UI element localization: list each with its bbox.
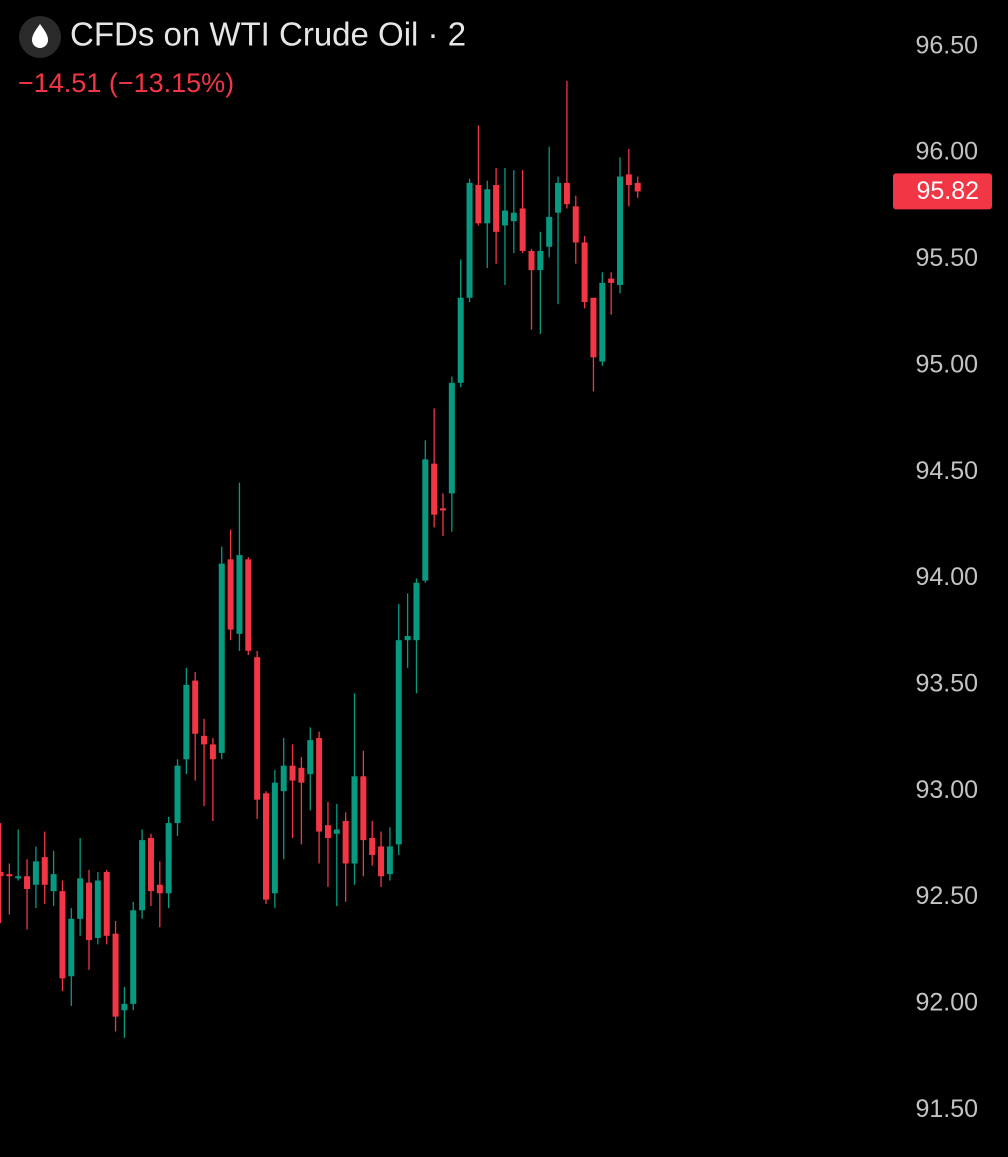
candle-body bbox=[32, 861, 39, 885]
y-tick-label: 94.00 bbox=[915, 563, 978, 591]
candle-body bbox=[103, 872, 110, 936]
candle-body bbox=[581, 242, 588, 303]
candle-body bbox=[537, 250, 544, 271]
candle-body bbox=[413, 582, 420, 641]
candle-body bbox=[324, 825, 331, 838]
candle-body bbox=[510, 212, 517, 222]
candle-body bbox=[448, 382, 455, 494]
candle-body bbox=[24, 876, 31, 890]
candle-body bbox=[475, 185, 482, 224]
candle-body bbox=[298, 767, 305, 783]
price-change: −14.51 (−13.15%) bbox=[18, 68, 234, 98]
candle-body bbox=[112, 933, 119, 1017]
candle-body bbox=[457, 297, 464, 383]
oil-drop-icon bbox=[32, 24, 48, 48]
y-tick-label: 92.50 bbox=[915, 882, 978, 910]
candle-body bbox=[50, 874, 57, 892]
y-tick-label: 95.00 bbox=[915, 350, 978, 378]
last-price-label: 95.82 bbox=[916, 177, 979, 205]
y-tick-label: 91.50 bbox=[915, 1095, 978, 1123]
chart-title: CFDs on WTI Crude Oil · 2 bbox=[70, 16, 466, 53]
candle-body bbox=[501, 210, 508, 226]
candle-body bbox=[139, 840, 146, 911]
candle-body bbox=[572, 206, 579, 243]
candle-body bbox=[59, 891, 66, 979]
candle-body bbox=[546, 216, 553, 247]
candle-body bbox=[590, 297, 597, 358]
candle-body bbox=[236, 555, 243, 634]
candle-body bbox=[245, 559, 252, 651]
candle-body bbox=[165, 823, 172, 894]
candle-body bbox=[342, 820, 349, 864]
candle-body bbox=[192, 680, 199, 734]
candle-body bbox=[555, 182, 562, 213]
candle-body bbox=[77, 878, 84, 919]
candle-body bbox=[183, 684, 190, 760]
candle-body bbox=[201, 735, 208, 745]
candle-body bbox=[218, 563, 225, 753]
candle-body bbox=[15, 876, 22, 879]
y-tick-label: 92.00 bbox=[915, 988, 978, 1016]
candle-body bbox=[431, 463, 438, 515]
y-tick-label: 96.00 bbox=[915, 138, 978, 166]
candle-body bbox=[271, 782, 278, 894]
candle-body bbox=[41, 857, 48, 885]
candle-body bbox=[519, 208, 526, 251]
candle-body bbox=[466, 182, 473, 298]
candle-body bbox=[378, 846, 385, 877]
candle-body bbox=[608, 278, 615, 283]
candle-body bbox=[121, 1003, 128, 1011]
candle-body bbox=[316, 738, 323, 832]
candle-body bbox=[493, 185, 500, 232]
candle-body bbox=[68, 918, 75, 977]
candle-body bbox=[6, 874, 13, 877]
y-tick-label: 95.50 bbox=[915, 244, 978, 272]
candle-body bbox=[0, 872, 4, 877]
candle-body bbox=[289, 765, 296, 781]
candle-body bbox=[625, 174, 632, 186]
candle-body bbox=[156, 884, 163, 894]
candle-body bbox=[634, 182, 641, 192]
candle-body bbox=[422, 459, 429, 581]
candle-body bbox=[484, 189, 491, 224]
candle-body bbox=[563, 182, 570, 205]
candle-body bbox=[440, 508, 446, 511]
candle-body bbox=[404, 635, 411, 641]
candle-body bbox=[351, 776, 358, 864]
candle-body bbox=[386, 846, 393, 875]
candle-body bbox=[369, 837, 376, 855]
candle-body bbox=[94, 880, 101, 938]
candle-body bbox=[307, 740, 314, 775]
y-tick-label: 96.50 bbox=[915, 31, 978, 59]
candle-body bbox=[528, 250, 535, 271]
candle-body bbox=[280, 765, 287, 792]
y-tick-label: 93.50 bbox=[915, 669, 978, 697]
candle-body bbox=[599, 282, 606, 362]
candle-body bbox=[333, 829, 340, 834]
candle-body bbox=[130, 910, 137, 1004]
candle-body bbox=[86, 882, 92, 941]
candle-body bbox=[263, 793, 269, 900]
candle-body bbox=[395, 640, 402, 845]
y-tick-label: 93.00 bbox=[915, 776, 978, 804]
candle-body bbox=[174, 765, 181, 824]
candle-body bbox=[360, 776, 367, 841]
candle-body bbox=[617, 176, 623, 285]
candle-body bbox=[254, 657, 261, 800]
candle-body bbox=[227, 559, 234, 630]
last-price-box bbox=[893, 173, 992, 210]
y-tick-label: 94.50 bbox=[915, 457, 978, 485]
candle-body bbox=[147, 837, 154, 892]
candle-body bbox=[209, 744, 216, 760]
